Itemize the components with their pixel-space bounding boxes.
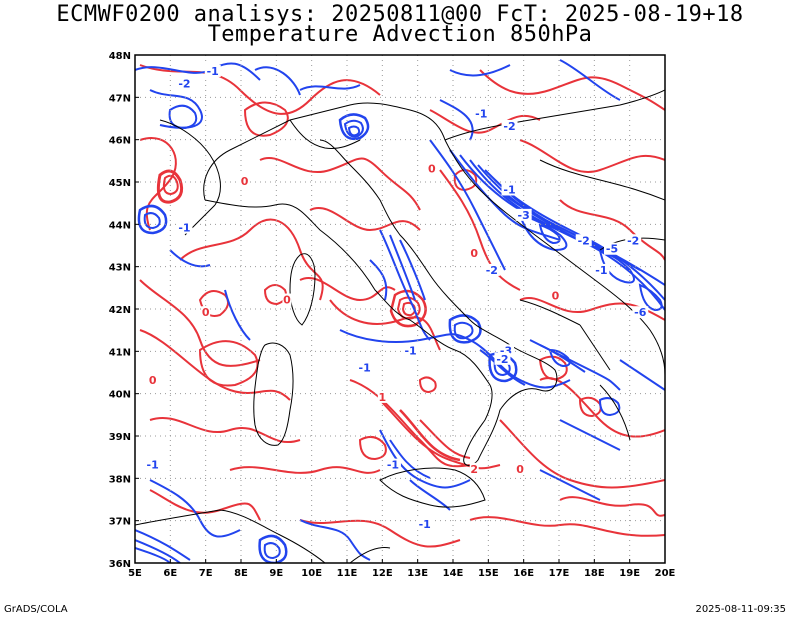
contour-label: 0 [552, 289, 560, 302]
lon-tick-label: 15E [478, 568, 499, 579]
contour-label: -6 [634, 306, 647, 319]
contour-label-bg [515, 462, 525, 475]
contour-label-bg [201, 306, 211, 319]
contour-label: 2 [470, 463, 478, 476]
corsica-coastline [289, 253, 316, 326]
lat-tick-label: 46N [109, 136, 131, 147]
lat-lon-grid [135, 55, 665, 563]
sardinia-coastline [253, 342, 294, 446]
contour-label: -1 [207, 65, 219, 78]
lon-tick-label: 18E [584, 568, 605, 579]
contour-label-bg [501, 183, 518, 196]
contour-label: -1 [503, 183, 515, 196]
lat-tick-label: 37N [109, 517, 131, 528]
contour-label-bg [416, 517, 433, 530]
contour-label: -2 [503, 120, 515, 133]
contour-label-bg [483, 263, 500, 276]
contour-label: -1 [419, 518, 431, 531]
contour-label-bg [144, 458, 161, 471]
lat-tick-label: 42N [109, 305, 131, 316]
contour-label-bg [384, 458, 401, 471]
contour-label-bg [469, 462, 479, 475]
contour-label-bg [469, 246, 479, 259]
contour-label: -1 [404, 344, 416, 357]
lon-tick-label: 16E [513, 568, 534, 579]
contour-label-bg [377, 390, 387, 403]
contour-labels: -2-1-1-1-1-2-1-3-2-5-2-2-3-2-1-1-6-1-100… [144, 64, 649, 531]
lat-tick-label: 43N [109, 263, 131, 274]
lon-tick-label: 12E [372, 568, 393, 579]
lon-tick-label: 14E [443, 568, 464, 579]
contour-label: -1 [387, 459, 399, 472]
contour-label-bg [204, 64, 221, 77]
contour-label: 0 [470, 247, 478, 260]
axes: 5E 6E 7E 8E 9E 10E 11E 12E 13E 14E 15E 16E 17E 18E 19E… [109, 51, 676, 579]
lon-tick-label: 17E [549, 568, 570, 579]
footer-timestamp: 2025-08-11-09:35 [695, 604, 786, 615]
contour-label: 0 [283, 294, 291, 307]
map-subtitle: Temperature Advection 850hPa [207, 22, 593, 47]
lat-tick-label: 41N [109, 347, 131, 358]
lat-tick-label: 47N [109, 93, 131, 104]
contour-label-bg [575, 234, 592, 247]
lat-tick-label: 38N [109, 474, 131, 485]
contour-label-bg [356, 361, 373, 374]
footer-credit: GrADS/COLA [4, 604, 68, 615]
contour-label: -2 [486, 264, 498, 277]
contour-label: -2 [627, 234, 639, 247]
contour-label: -1 [475, 107, 487, 120]
contour-label-bg [501, 119, 518, 132]
contour-label: 0 [202, 306, 210, 319]
lon-tick-label: 10E [301, 568, 322, 579]
lat-tick-label: 40N [109, 390, 131, 401]
map-title: ECMWF0200 analisys: 20250811@00 FcT: 202… [56, 2, 744, 27]
lat-tick-label: 36N [109, 559, 131, 570]
lon-tick-label: 5E [128, 568, 142, 579]
lat-tick-label: 44N [109, 220, 131, 231]
lon-tick-label: 7E [199, 568, 213, 579]
contour-label-bg [494, 352, 511, 365]
lon-tick-label: 8E [234, 568, 248, 579]
lon-tick-label: 6E [163, 568, 177, 579]
contour-label: 0 [428, 162, 436, 175]
contour-label-bg [593, 263, 610, 276]
italy-coastline [204, 139, 558, 466]
contour-label-bg [473, 107, 490, 120]
contour-label-bg [282, 293, 292, 306]
lon-tick-label: 19E [619, 568, 640, 579]
contour-label: -1 [178, 222, 190, 235]
lat-tick-label: 48N [109, 51, 131, 62]
contour-label-bg [402, 344, 419, 357]
lon-tick-label: 11E [337, 568, 358, 579]
contour-label: 1 [379, 391, 387, 404]
contour-label: -5 [606, 243, 618, 256]
contour-label-bg [604, 242, 620, 255]
lat-tick-label: 45N [109, 178, 131, 189]
contour-label: 0 [149, 374, 157, 387]
contour-label-bg [148, 373, 158, 386]
contour-label-bg [240, 175, 250, 187]
lon-tick-label: 9E [269, 568, 283, 579]
contour-label: -1 [359, 361, 371, 374]
contour-label-bg [176, 77, 193, 90]
lon-tick-label: 20E [655, 568, 676, 579]
contour-label-bg [427, 162, 437, 175]
contour-label: -2 [578, 234, 590, 247]
contour-label-bg [632, 306, 649, 319]
contour-label: -3 [518, 209, 530, 222]
contour-label: 0 [516, 463, 524, 476]
contour-label: -1 [595, 264, 607, 277]
contour-label-bg [515, 208, 532, 221]
contour-label: 0 [241, 175, 249, 188]
contour-label: -1 [147, 459, 159, 472]
contour-label-bg [625, 234, 642, 247]
lon-tick-label: 13E [407, 568, 428, 579]
lat-tick-label: 39N [109, 432, 131, 443]
sicily-coastline [379, 467, 486, 508]
contour-label-bg [176, 221, 193, 234]
contour-label: -2 [496, 353, 508, 366]
contour-label: -2 [178, 78, 190, 91]
contour-label-bg [550, 289, 560, 302]
